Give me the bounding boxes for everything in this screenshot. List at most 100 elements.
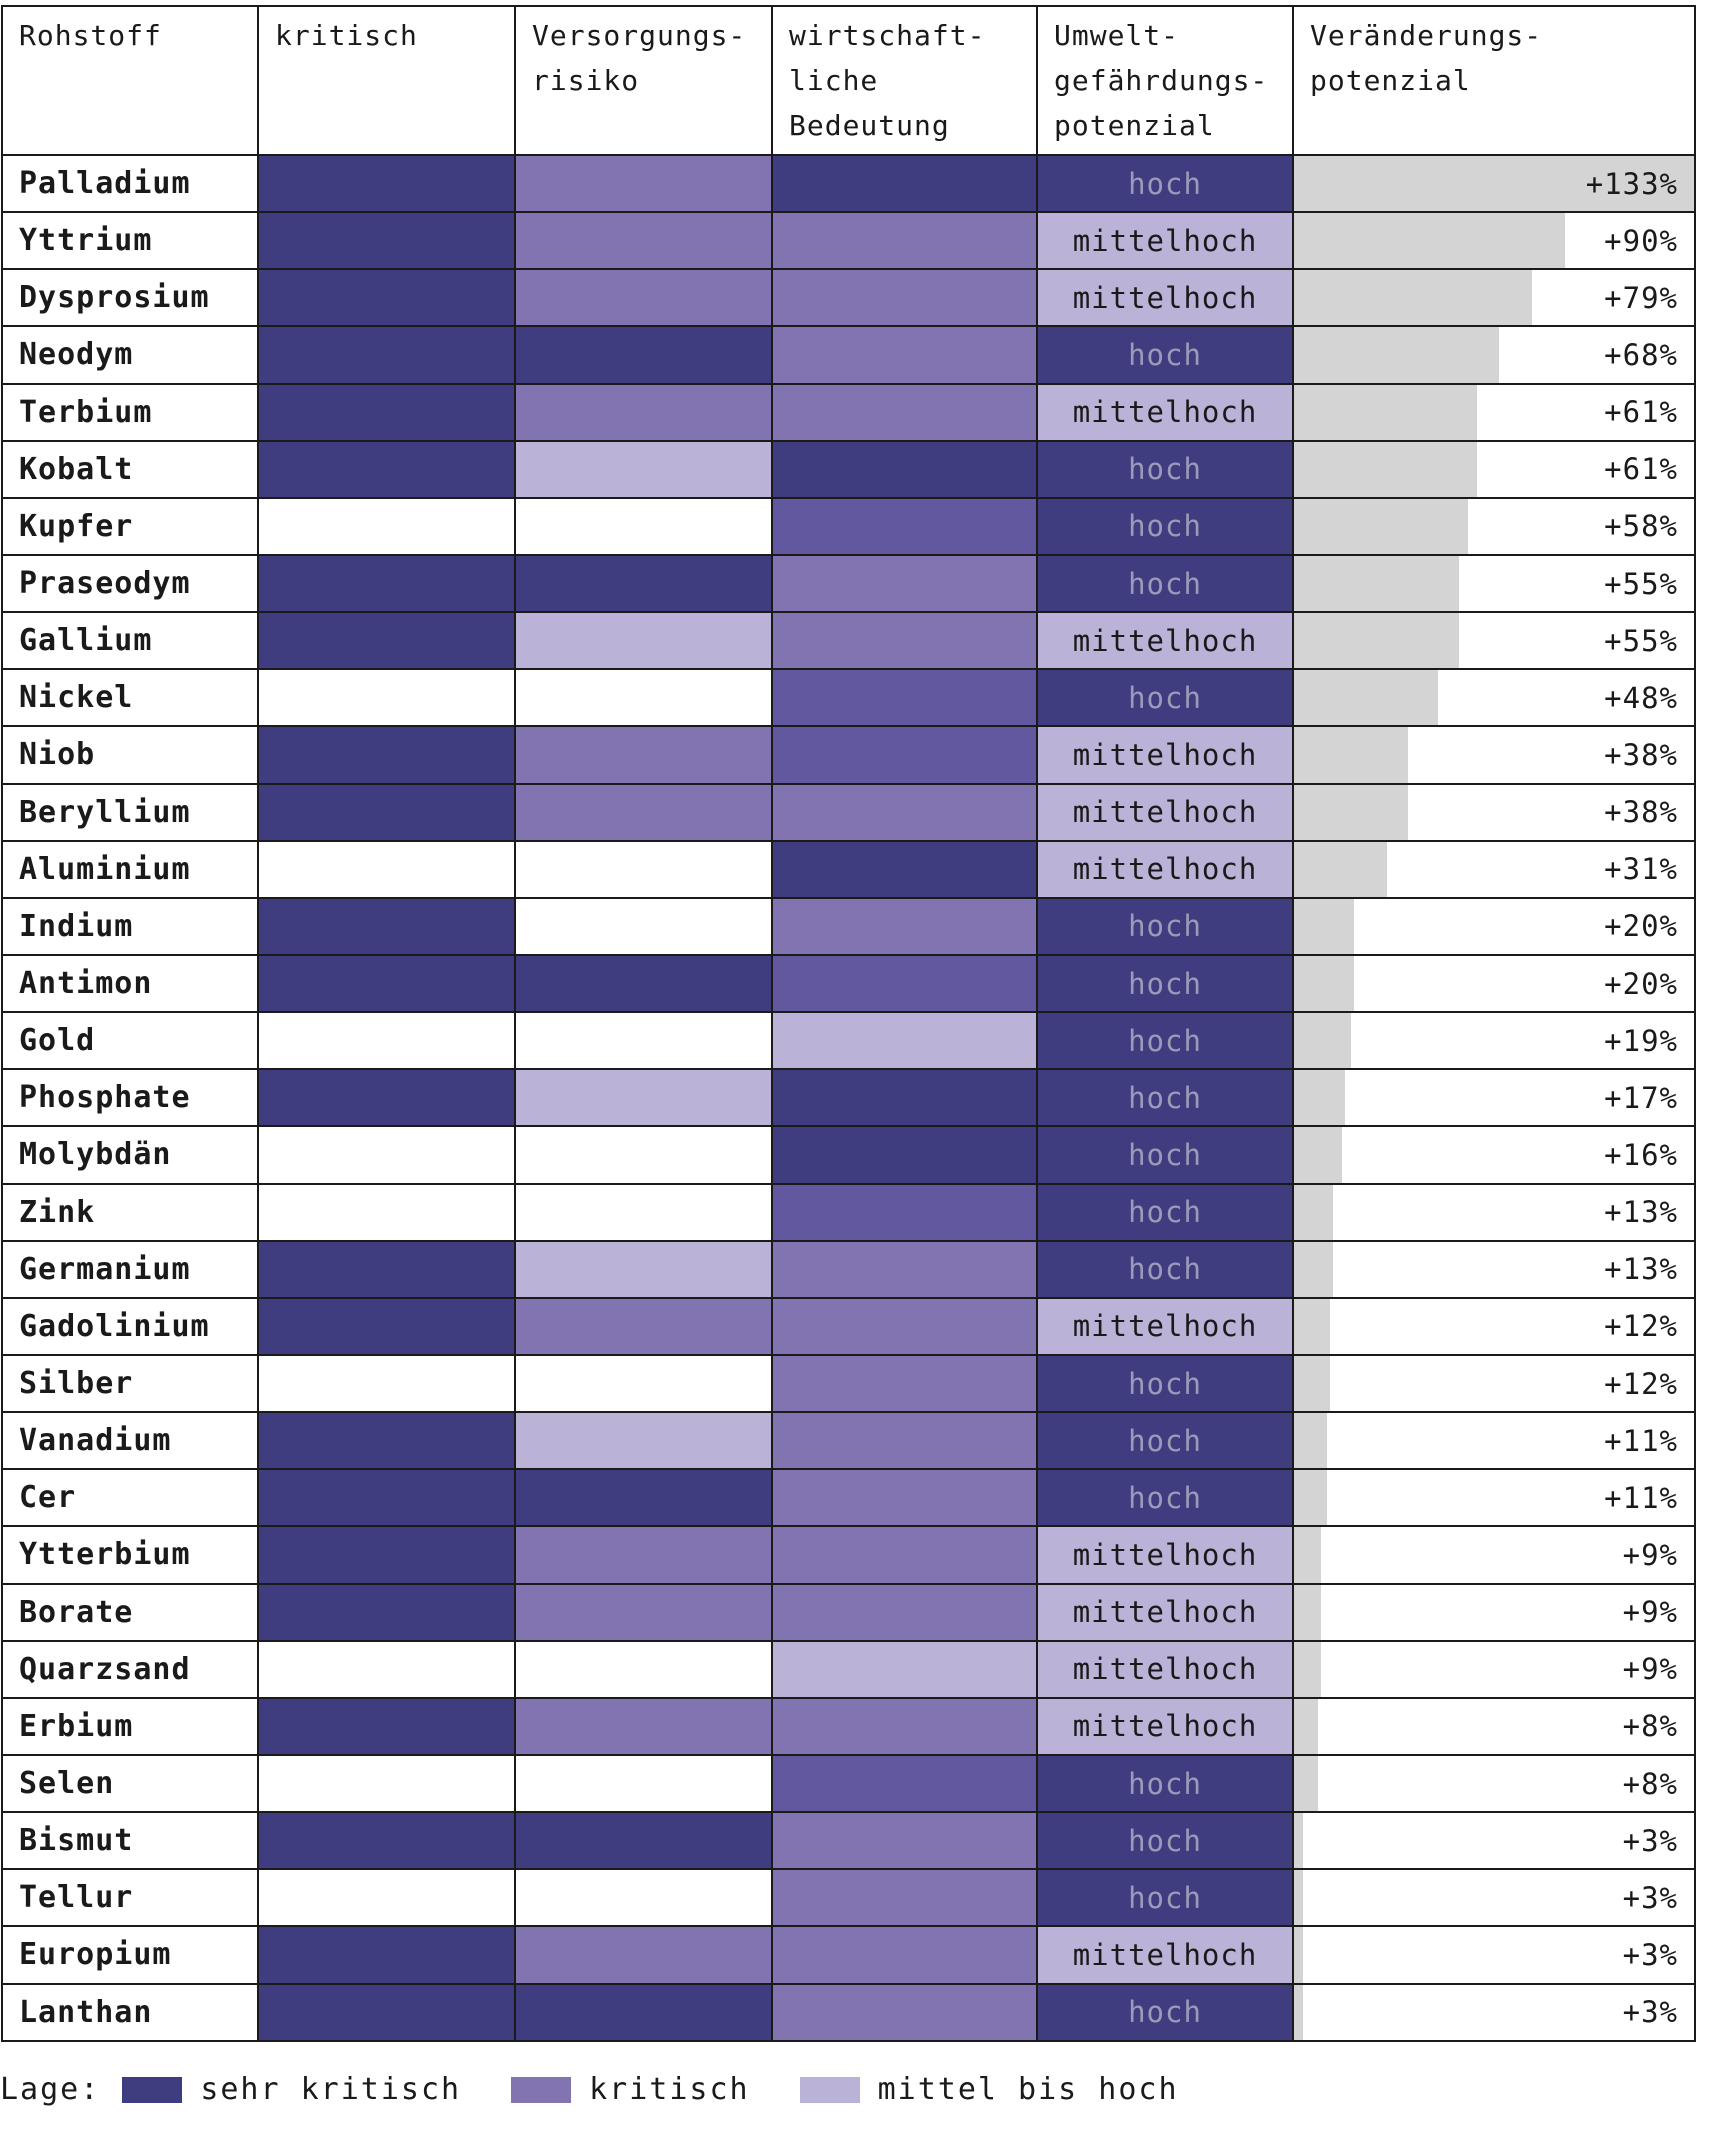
change-bar bbox=[1294, 1013, 1352, 1069]
versorgungsrisiko-cell bbox=[514, 1525, 773, 1585]
kritisch-cell bbox=[257, 553, 516, 614]
legend-swatch-sehr-kritisch bbox=[122, 2076, 183, 2103]
wirtschaft-cell bbox=[771, 896, 1038, 956]
table-row: Praseodym hoch +55% bbox=[1, 553, 1696, 614]
umwelt-cell: mittelhoch bbox=[1036, 782, 1294, 842]
table-row: Aluminium mittelhoch +31% bbox=[1, 839, 1696, 899]
wirtschaft-cell bbox=[771, 611, 1038, 671]
wirtschaft-cell bbox=[771, 325, 1038, 385]
change-bar bbox=[1294, 841, 1388, 897]
versorgungsrisiko-cell bbox=[514, 1468, 773, 1528]
kritisch-cell bbox=[257, 211, 516, 271]
umwelt-cell: mittelhoch bbox=[1036, 1696, 1294, 1756]
table-row: Terbium mittelhoch +61% bbox=[1, 382, 1696, 442]
change-bar bbox=[1294, 270, 1532, 326]
kritisch-cell bbox=[257, 1182, 516, 1242]
change-value: +68% bbox=[1604, 337, 1678, 372]
header-row: Rohstoff kritisch Versorgungs- risiko wi… bbox=[1, 5, 1696, 156]
table-row: Palladium hoch +133% bbox=[1, 153, 1696, 214]
change-bar bbox=[1294, 898, 1355, 954]
umwelt-cell: mittelhoch bbox=[1036, 611, 1294, 671]
change-value: +79% bbox=[1604, 280, 1678, 315]
material-name: Quarzsand bbox=[1, 1639, 259, 1699]
change-bar bbox=[1294, 727, 1409, 783]
change-bar bbox=[1294, 1927, 1304, 1983]
kritisch-cell bbox=[257, 1639, 516, 1699]
legend-swatch-kritisch bbox=[511, 2076, 572, 2103]
change-value: +9% bbox=[1622, 1537, 1678, 1572]
table-row: Germanium hoch +13% bbox=[1, 1239, 1696, 1299]
versorgungsrisiko-cell bbox=[514, 1296, 773, 1356]
change-value: +11% bbox=[1604, 1423, 1678, 1458]
change-value: +61% bbox=[1604, 395, 1678, 430]
versorgungsrisiko-cell bbox=[514, 1696, 773, 1756]
versorgungsrisiko-cell bbox=[514, 1239, 773, 1299]
versorgungsrisiko-cell bbox=[514, 496, 773, 556]
material-name: Germanium bbox=[1, 1239, 259, 1299]
change-value: +3% bbox=[1622, 1823, 1678, 1858]
change-bar bbox=[1294, 1984, 1304, 2040]
change-cell: +11% bbox=[1292, 1411, 1696, 1471]
change-value: +12% bbox=[1604, 1309, 1678, 1344]
wirtschaft-cell bbox=[771, 1982, 1038, 2042]
versorgungsrisiko-cell bbox=[514, 782, 773, 842]
change-bar bbox=[1294, 955, 1355, 1012]
table-row: Beryllium mittelhoch +38% bbox=[1, 782, 1696, 842]
table-row: Europium mittelhoch +3% bbox=[1, 1925, 1696, 1985]
kritisch-cell bbox=[257, 953, 516, 1014]
material-name: Aluminium bbox=[1, 839, 259, 899]
change-value: +61% bbox=[1604, 452, 1678, 487]
change-cell: +58% bbox=[1292, 496, 1696, 556]
change-bar bbox=[1294, 441, 1478, 497]
change-value: +3% bbox=[1622, 1937, 1678, 1972]
table-row: Quarzsand mittelhoch +9% bbox=[1, 1639, 1696, 1699]
change-cell: +3% bbox=[1292, 1811, 1696, 1871]
change-value: +20% bbox=[1604, 909, 1678, 944]
change-bar bbox=[1294, 1127, 1343, 1183]
wirtschaft-cell bbox=[771, 668, 1038, 728]
wirtschaft-cell bbox=[771, 1411, 1038, 1471]
kritisch-cell bbox=[257, 611, 516, 671]
wirtschaft-cell bbox=[771, 1696, 1038, 1756]
umwelt-cell: hoch bbox=[1036, 1239, 1294, 1299]
kritisch-cell bbox=[257, 153, 516, 214]
versorgungsrisiko-cell bbox=[514, 839, 773, 899]
change-cell: +20% bbox=[1292, 896, 1696, 956]
kritisch-cell bbox=[257, 1239, 516, 1299]
umwelt-cell: hoch bbox=[1036, 1411, 1294, 1471]
umwelt-cell: hoch bbox=[1036, 1811, 1294, 1871]
material-name: Yttrium bbox=[1, 211, 259, 271]
change-bar bbox=[1294, 784, 1409, 840]
versorgungsrisiko-cell bbox=[514, 1582, 773, 1642]
versorgungsrisiko-cell bbox=[514, 1353, 773, 1414]
change-value: +38% bbox=[1604, 795, 1678, 830]
header-veraenderungspotenzial: Veränderungs- potenzial bbox=[1292, 5, 1696, 156]
material-name: Palladium bbox=[1, 153, 259, 214]
table-row: Dysprosium mittelhoch +79% bbox=[1, 268, 1696, 328]
change-bar bbox=[1294, 156, 1694, 212]
change-cell: +13% bbox=[1292, 1239, 1696, 1299]
material-name: Selen bbox=[1, 1753, 259, 1814]
change-value: +11% bbox=[1604, 1480, 1678, 1515]
umwelt-cell: mittelhoch bbox=[1036, 1639, 1294, 1699]
umwelt-cell: mittelhoch bbox=[1036, 268, 1294, 328]
versorgungsrisiko-cell bbox=[514, 1982, 773, 2042]
table-row: Silber hoch +12% bbox=[1, 1353, 1696, 1414]
kritisch-cell bbox=[257, 1125, 516, 1185]
table-row: Zink hoch +13% bbox=[1, 1182, 1696, 1242]
table-row: Ytterbium mittelhoch +9% bbox=[1, 1525, 1696, 1585]
change-value: +90% bbox=[1604, 223, 1678, 258]
umwelt-cell: hoch bbox=[1036, 553, 1294, 614]
table-row: Niob mittelhoch +38% bbox=[1, 725, 1696, 785]
wirtschaft-cell bbox=[771, 1639, 1038, 1699]
kritisch-cell bbox=[257, 1468, 516, 1528]
kritisch-cell bbox=[257, 782, 516, 842]
versorgungsrisiko-cell bbox=[514, 668, 773, 728]
kritisch-cell bbox=[257, 1811, 516, 1871]
umwelt-cell: hoch bbox=[1036, 153, 1294, 214]
versorgungsrisiko-cell bbox=[514, 1011, 773, 1071]
legend-label-sehr-kritisch: sehr kritisch bbox=[200, 2072, 462, 2107]
change-bar bbox=[1294, 555, 1460, 612]
wirtschaft-cell bbox=[771, 953, 1038, 1014]
table-row: Tellur hoch +3% bbox=[1, 1868, 1696, 1928]
